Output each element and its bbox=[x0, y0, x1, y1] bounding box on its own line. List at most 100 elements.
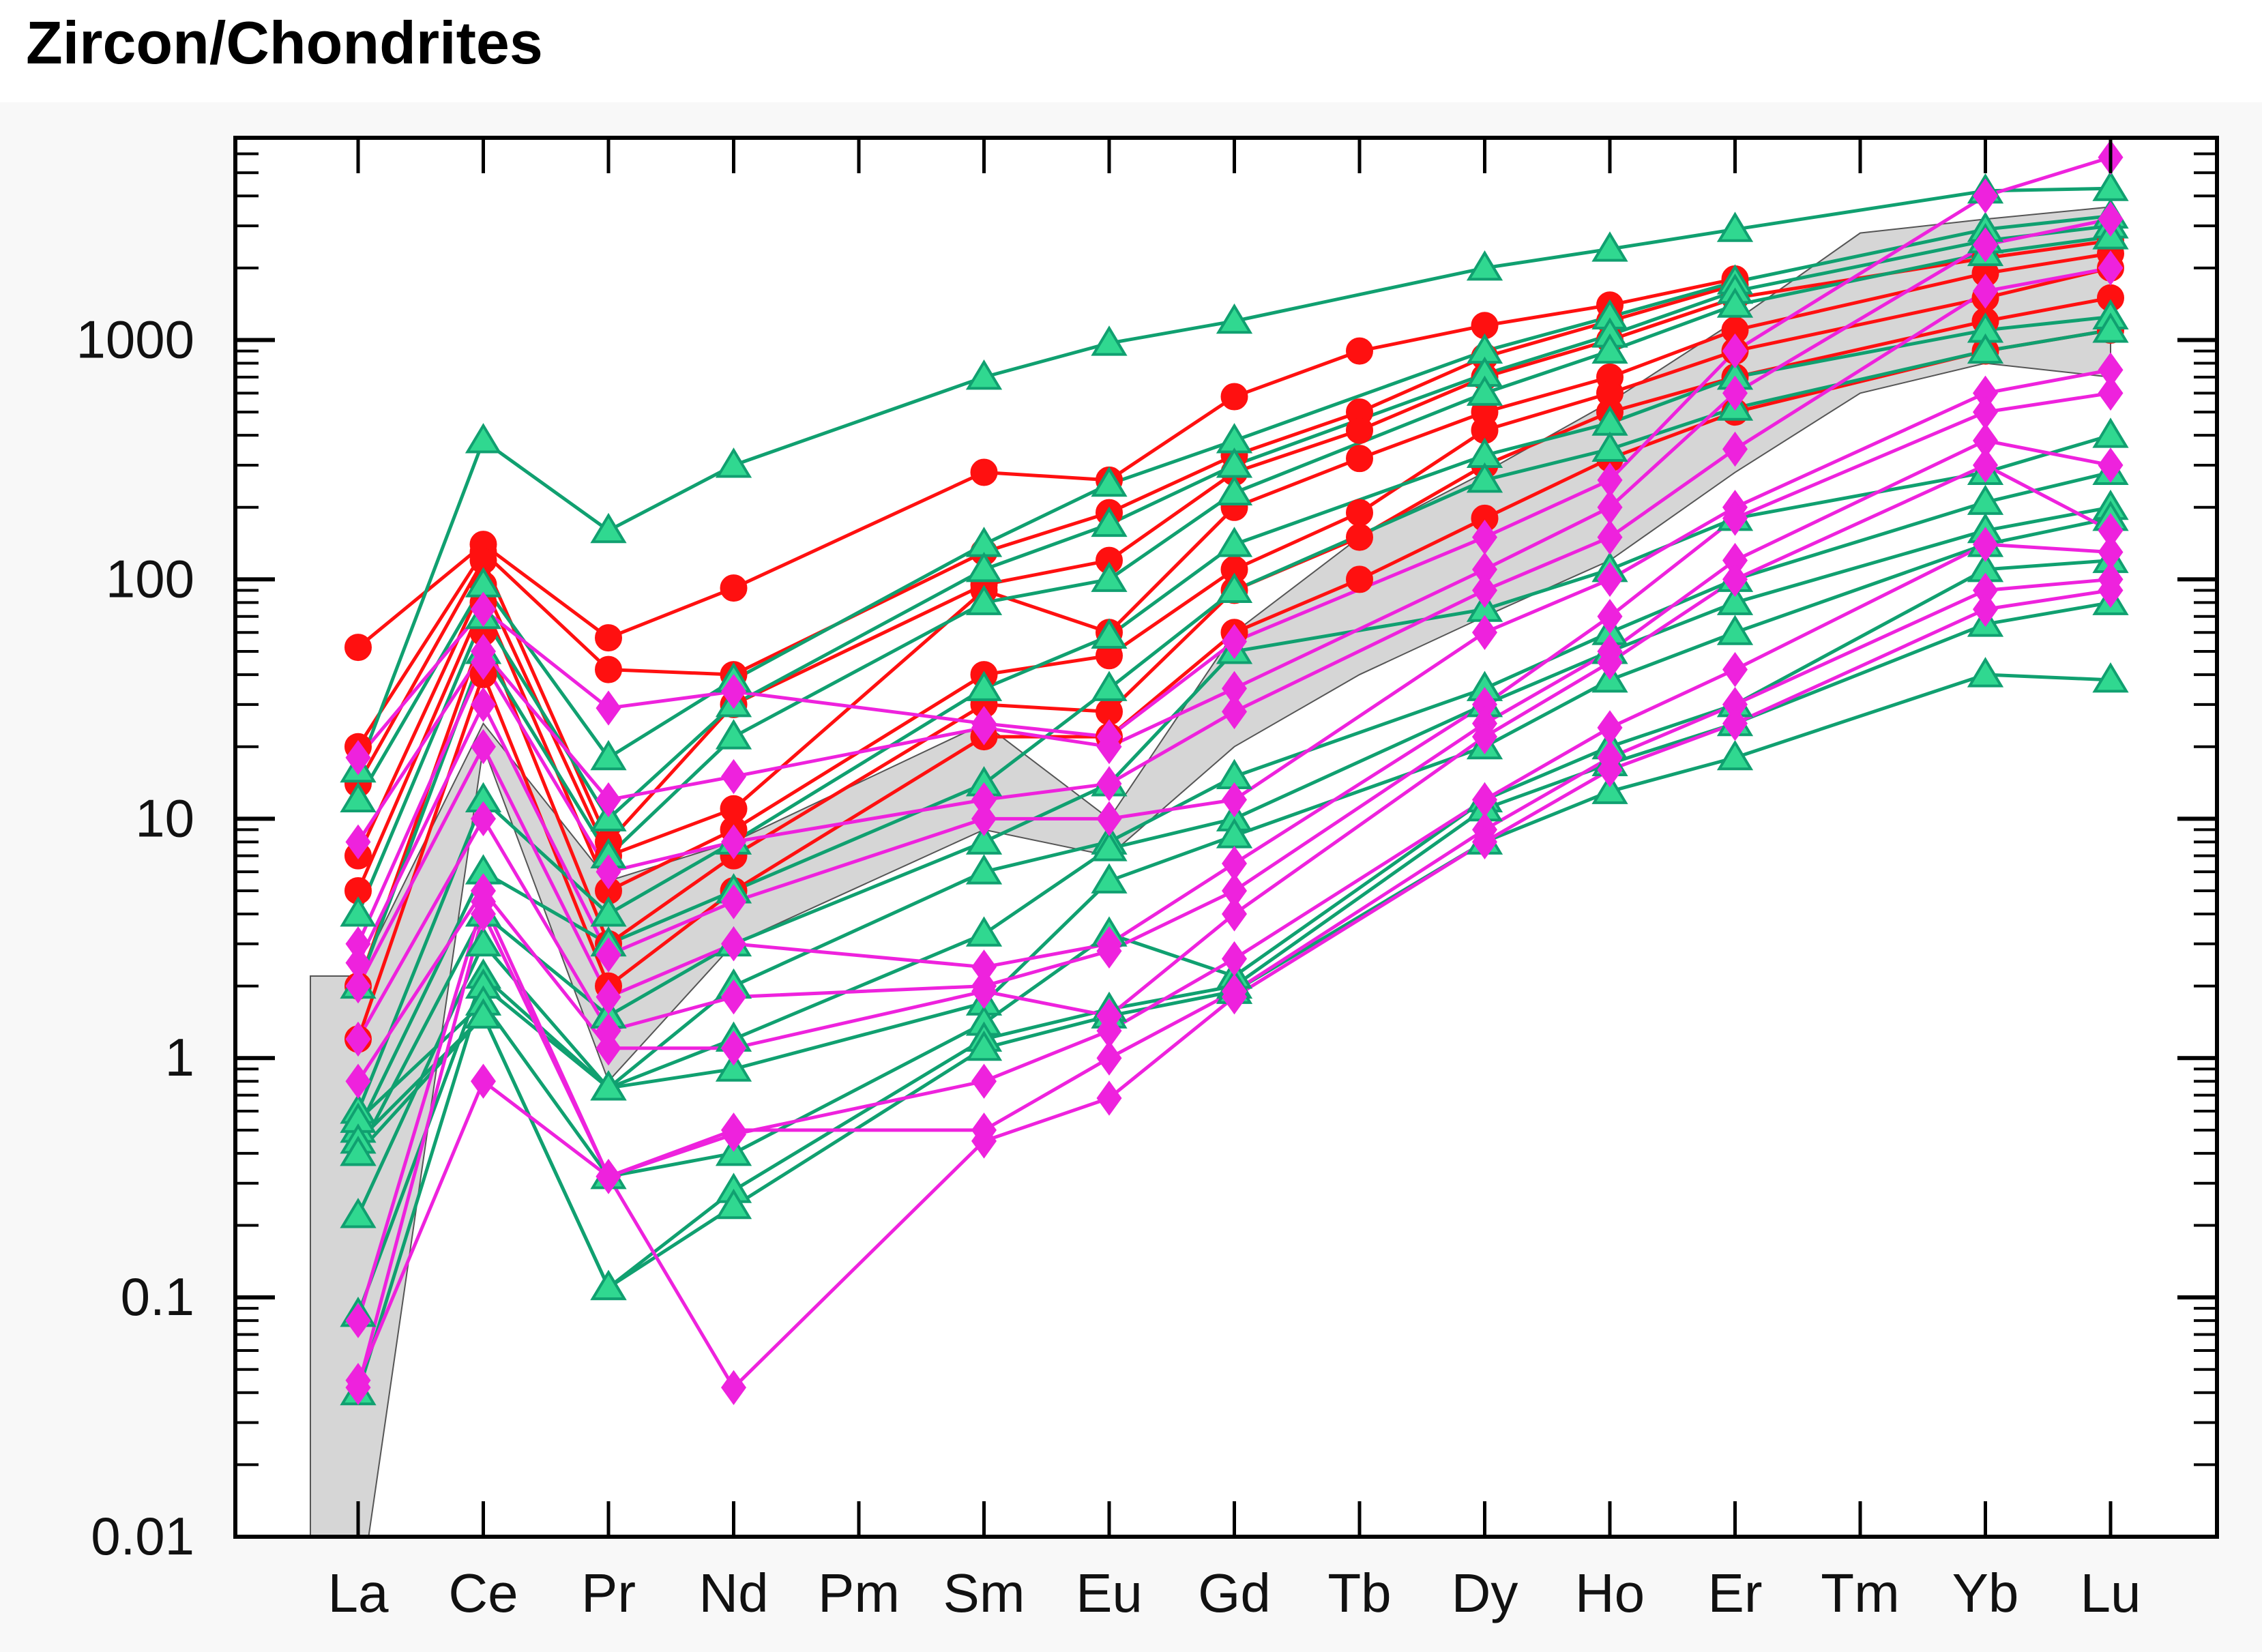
data-point-magenta-10-Gd bbox=[1221, 979, 1248, 1015]
series-line-magenta-5 bbox=[356, 391, 2111, 999]
series-line-green-11 bbox=[357, 559, 2111, 1179]
x-tick-label-Pm: Pm bbox=[818, 1563, 900, 1623]
y-tick-label: 1000 bbox=[76, 310, 194, 370]
data-point-green-7-Lu bbox=[2092, 417, 2129, 448]
data-point-green-13-Ce bbox=[465, 998, 502, 1029]
data-point-green-1-Er bbox=[1716, 211, 1754, 242]
data-point-magenta-6-Eu bbox=[1096, 933, 1122, 969]
series-line-magenta-1 bbox=[357, 156, 2111, 759]
series-line-magenta-7 bbox=[356, 463, 2112, 1082]
data-point-magenta-8-Yb bbox=[1972, 527, 1999, 562]
x-tick-label-Ho: Ho bbox=[1575, 1563, 1645, 1623]
series-line-magenta-10 bbox=[356, 589, 2111, 1389]
data-point-magenta-4-Gd bbox=[1221, 782, 1248, 818]
data-point-green-6-Lu bbox=[2092, 312, 2129, 343]
data-point-magenta-10-Ho bbox=[1597, 752, 1623, 788]
data-point-green-13-Nd bbox=[715, 1188, 752, 1220]
data-point-magenta-9-Eu bbox=[1096, 1040, 1122, 1076]
data-point-green-9-Er bbox=[1716, 585, 1754, 615]
data-point-magenta-6-La bbox=[345, 1021, 371, 1057]
data-point-green-3-Sm bbox=[965, 552, 1003, 582]
data-point-green-4-Nd bbox=[715, 719, 752, 750]
data-point-magenta-10-Pr bbox=[596, 1159, 621, 1194]
data-point-green-9-Sm bbox=[965, 916, 1003, 947]
data-point-magenta-4-Eu bbox=[1096, 801, 1122, 837]
data-point-magenta-3-Er bbox=[1722, 431, 1748, 467]
axes-layer: 0.01 0.1 1 10 100 1000 La Ce Pr Nd Pm Sm Eu Gd Tb Dy Ho E… bbox=[76, 136, 2219, 1623]
data-point-magenta-7-Gd bbox=[1221, 896, 1248, 932]
data-point-magenta-1-La bbox=[345, 740, 371, 776]
data-point-red-7-Tb bbox=[1346, 565, 1373, 593]
data-point-green-10-Nd bbox=[715, 1051, 752, 1082]
data-point-green-13-Pr bbox=[590, 1269, 627, 1301]
data-point-green-4-Gd bbox=[1216, 475, 1253, 506]
data-point-magenta-1-Yb bbox=[1972, 178, 1999, 213]
series-markers-layer bbox=[340, 139, 2129, 1406]
data-point-green-8-Ce bbox=[465, 926, 502, 957]
data-point-green-6-Gd bbox=[1216, 572, 1253, 603]
data-point-red-1-Tb bbox=[1346, 337, 1373, 365]
x-tick-label-La: La bbox=[328, 1563, 389, 1623]
data-point-green-3-La bbox=[340, 896, 377, 927]
data-point-green-1-Gd bbox=[1216, 303, 1253, 334]
data-point-magenta-5-Ho bbox=[1597, 599, 1623, 634]
data-point-magenta-10-La bbox=[345, 1370, 371, 1406]
data-point-red-1-Pr bbox=[595, 624, 622, 652]
series-line-magenta-6 bbox=[356, 439, 2111, 1040]
data-point-green-13-La bbox=[340, 1135, 377, 1166]
data-point-green-6-Dy bbox=[1466, 462, 1503, 493]
data-point-magenta-7-Dy bbox=[1471, 719, 1498, 754]
data-point-red-2-Pr bbox=[595, 655, 622, 683]
data-point-red-1-Gd bbox=[1220, 383, 1248, 411]
series-line-magenta-2 bbox=[356, 217, 2111, 843]
x-tick-label-Tm: Tm bbox=[1821, 1563, 1900, 1623]
x-tick-label-Dy: Dy bbox=[1452, 1563, 1518, 1623]
data-point-green-2-La bbox=[340, 782, 377, 813]
ree-spider-chart: 0.01 0.1 1 10 100 1000 La Ce Pr Nd Pm Sm Eu Gd Tb Dy Ho E… bbox=[76, 136, 2219, 1623]
data-point-green-4-Er bbox=[1716, 287, 1754, 318]
data-point-green-2-Eu bbox=[1091, 466, 1128, 497]
data-point-magenta-5-Lu bbox=[2098, 375, 2124, 411]
data-point-magenta-7-Ho bbox=[1597, 645, 1623, 680]
data-point-green-5-Eu bbox=[1091, 618, 1128, 649]
data-point-green-6-Ho bbox=[1591, 431, 1628, 462]
data-point-magenta-5-Er bbox=[1722, 501, 1748, 536]
data-point-green-1-Eu bbox=[1091, 325, 1128, 356]
data-point-red-1-Sm bbox=[970, 458, 998, 486]
data-point-magenta-2-Pr bbox=[596, 782, 621, 818]
data-point-magenta-8-Er bbox=[1722, 651, 1748, 688]
data-point-green-13-Yb bbox=[1967, 657, 2004, 688]
x-tick-label-Eu: Eu bbox=[1076, 1563, 1143, 1623]
data-point-green-10-Eu bbox=[1091, 863, 1128, 894]
series-line-green-6 bbox=[356, 328, 2111, 1131]
data-point-green-5-Pr bbox=[590, 896, 627, 927]
data-point-green-1-Ho bbox=[1591, 231, 1628, 262]
data-point-magenta-4-Ho bbox=[1597, 561, 1623, 598]
data-point-green-5-Gd bbox=[1216, 527, 1253, 557]
data-point-green-10-Pr bbox=[590, 1070, 627, 1101]
data-point-green-13-Ho bbox=[1591, 773, 1628, 804]
data-point-magenta-1-Pr bbox=[596, 690, 621, 726]
data-point-magenta-3-Yb bbox=[1972, 274, 1999, 309]
data-point-magenta-10-Nd bbox=[720, 1370, 747, 1406]
data-point-magenta-10-Yb bbox=[1972, 591, 1999, 627]
x-tick-label-Lu: Lu bbox=[2081, 1563, 2141, 1623]
data-point-magenta-7-Nd bbox=[720, 1030, 747, 1066]
x-tick-label-Pr: Pr bbox=[581, 1563, 636, 1623]
series-line-green-3 bbox=[356, 224, 2111, 915]
data-point-magenta-7-La bbox=[345, 1063, 371, 1099]
data-point-magenta-2-Eu bbox=[1096, 728, 1122, 765]
chart-title: Zircon/Chondrites bbox=[26, 9, 543, 76]
y-tick-label: 100 bbox=[106, 548, 194, 608]
data-point-magenta-2-Sm bbox=[971, 710, 997, 746]
data-point-magenta-5-Ce bbox=[470, 728, 497, 765]
data-point-magenta-9-Ce bbox=[470, 1063, 497, 1099]
data-point-magenta-7-Yb bbox=[1972, 447, 1999, 483]
data-point-green-1-Ce bbox=[465, 423, 502, 454]
data-point-green-4-Eu bbox=[1091, 561, 1128, 592]
data-point-green-5-Sm bbox=[965, 670, 1003, 701]
y-tick-label: 1 bbox=[165, 1027, 194, 1087]
series-line-magenta-9 bbox=[356, 577, 2111, 1381]
data-point-magenta-3-Lu bbox=[2098, 250, 2124, 286]
data-point-red-4-Tb bbox=[1346, 445, 1373, 473]
